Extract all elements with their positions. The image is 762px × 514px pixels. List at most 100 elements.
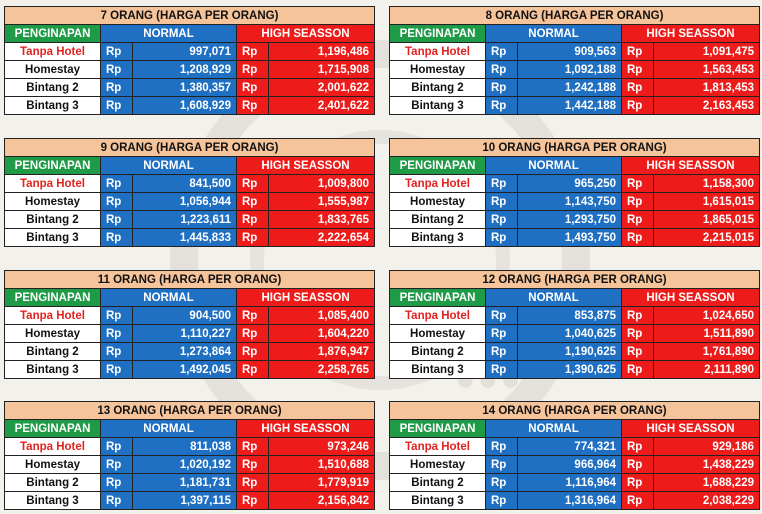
header-normal: NORMAL <box>485 156 622 175</box>
table-row: Tanpa Hotel Rp 965,250 Rp 1,158,300 <box>389 174 760 193</box>
price-table: 13 ORANG (HARGA PER ORANG) PENGINAPAN NORM… <box>4 401 375 510</box>
table-row: Homestay Rp 1,208,929 Rp 1,715,908 <box>4 60 376 79</box>
table-row: Bintang 3 Rp 1,608,929 Rp 2,401,622 <box>4 96 376 115</box>
high-currency: Rp <box>236 342 269 361</box>
table-title: 11 ORANG (HARGA PER ORANG) <box>3 270 376 289</box>
accommodation-name: Tanpa Hotel <box>4 174 101 193</box>
high-price: 1,158,300 <box>653 174 760 193</box>
table-row: Homestay Rp 1,020,192 Rp 1,510,688 <box>4 455 375 474</box>
normal-currency: Rp <box>485 228 518 247</box>
high-currency: Rp <box>621 455 654 474</box>
accommodation-name: Bintang 2 <box>389 78 486 97</box>
price-table: 12 ORANG (HARGA PER ORANG) PENGINAPAN NORM… <box>389 270 760 379</box>
normal-price: 909,563 <box>517 42 622 61</box>
normal-price: 1,493,750 <box>517 228 622 247</box>
normal-currency: Rp <box>485 342 518 361</box>
high-currency: Rp <box>621 360 654 379</box>
accommodation-name: Tanpa Hotel <box>4 437 101 456</box>
table-row: Homestay Rp 1,110,227 Rp 1,604,220 <box>4 324 376 343</box>
normal-price: 966,964 <box>517 455 622 474</box>
accommodation-name: Homestay <box>4 192 101 211</box>
high-price: 2,163,453 <box>652 96 761 115</box>
high-price: 1,085,400 <box>267 306 376 325</box>
table-row: Homestay Rp 1,143,750 Rp 1,615,015 <box>389 192 760 211</box>
high-currency: Rp <box>236 192 269 211</box>
high-price: 1,024,650 <box>653 306 760 325</box>
high-price: 1,865,015 <box>653 210 760 229</box>
normal-currency: Rp <box>485 473 518 492</box>
header-accommodation: PENGINAPAN <box>389 288 486 307</box>
accommodation-name: Homestay <box>389 60 486 79</box>
high-price: 1,511,890 <box>653 324 760 343</box>
high-price: 2,258,765 <box>267 360 376 379</box>
table-row: Bintang 2 Rp 1,190,625 Rp 1,761,890 <box>389 342 760 361</box>
normal-currency: Rp <box>100 437 133 456</box>
high-price: 1,604,220 <box>267 324 376 343</box>
normal-price: 1,273,864 <box>132 342 237 361</box>
header-accommodation: PENGINAPAN <box>4 419 101 438</box>
high-currency: Rp <box>236 210 269 229</box>
high-price: 2,156,842 <box>268 491 375 510</box>
normal-currency: Rp <box>100 42 133 61</box>
normal-currency: Rp <box>100 491 133 510</box>
table-title: 10 ORANG (HARGA PER ORANG) <box>389 138 760 157</box>
accommodation-name: Bintang 2 <box>4 78 101 97</box>
accommodation-name: Bintang 3 <box>389 228 486 247</box>
accommodation-name: Homestay <box>389 324 486 343</box>
header-high-season: HIGH SEASSON <box>621 288 760 307</box>
header-high-season: HIGH SEASSON <box>236 419 375 438</box>
normal-currency: Rp <box>485 210 518 229</box>
high-price: 1,779,919 <box>268 473 375 492</box>
accommodation-name: Bintang 2 <box>389 342 486 361</box>
price-table: 14 ORANG (HARGA PER ORANG) PENGINAPAN NORM… <box>389 401 760 510</box>
price-table: 10 ORANG (HARGA PER ORANG) PENGINAPAN NORM… <box>389 138 760 247</box>
table-row: Homestay Rp 966,964 Rp 1,438,229 <box>389 455 760 474</box>
normal-price: 1,208,929 <box>132 60 237 79</box>
accommodation-name: Bintang 3 <box>389 96 486 115</box>
high-price: 1,555,987 <box>267 192 376 211</box>
normal-price: 1,293,750 <box>517 210 622 229</box>
normal-price: 1,492,045 <box>132 360 237 379</box>
high-price: 973,246 <box>268 437 375 456</box>
normal-currency: Rp <box>485 78 518 97</box>
accommodation-name: Tanpa Hotel <box>4 42 101 61</box>
accommodation-name: Homestay <box>4 60 101 79</box>
high-currency: Rp <box>236 42 269 61</box>
header-normal: NORMAL <box>485 419 622 438</box>
table-row: Tanpa Hotel Rp 841,500 Rp 1,009,800 <box>4 174 376 193</box>
header-normal: NORMAL <box>100 288 237 307</box>
accommodation-name: Tanpa Hotel <box>4 306 101 325</box>
high-price: 1,510,688 <box>268 455 375 474</box>
table-row: Bintang 2 Rp 1,116,964 Rp 1,688,229 <box>389 473 760 492</box>
high-currency: Rp <box>236 60 269 79</box>
high-currency: Rp <box>236 78 269 97</box>
high-price: 1,009,800 <box>267 174 376 193</box>
high-price: 1,091,475 <box>652 42 761 61</box>
accommodation-name: Tanpa Hotel <box>389 42 486 61</box>
accommodation-name: Bintang 2 <box>389 473 486 492</box>
high-currency: Rp <box>621 228 654 247</box>
header-high-season: HIGH SEASSON <box>620 24 761 43</box>
high-currency: Rp <box>236 174 269 193</box>
table-row: Bintang 2 Rp 1,380,357 Rp 2,001,622 <box>4 78 376 97</box>
accommodation-name: Tanpa Hotel <box>389 437 486 456</box>
table-row: Bintang 3 Rp 1,390,625 Rp 2,111,890 <box>389 360 760 379</box>
normal-currency: Rp <box>485 324 518 343</box>
table-title: 12 ORANG (HARGA PER ORANG) <box>389 270 760 289</box>
normal-currency: Rp <box>485 306 518 325</box>
high-currency: Rp <box>236 228 269 247</box>
normal-currency: Rp <box>100 306 133 325</box>
header-accommodation: PENGINAPAN <box>4 288 101 307</box>
normal-price: 1,040,625 <box>517 324 622 343</box>
normal-currency: Rp <box>485 455 518 474</box>
table-row: Homestay Rp 1,040,625 Rp 1,511,890 <box>389 324 760 343</box>
table-row: Bintang 2 Rp 1,242,188 Rp 1,813,453 <box>389 78 761 97</box>
high-currency: Rp <box>621 96 654 115</box>
table-row: Bintang 3 Rp 1,316,964 Rp 2,038,229 <box>389 491 760 510</box>
normal-price: 841,500 <box>132 174 237 193</box>
high-price: 2,111,890 <box>653 360 760 379</box>
table-title: 14 ORANG (HARGA PER ORANG) <box>389 401 760 420</box>
header-accommodation: PENGINAPAN <box>389 24 486 43</box>
high-price: 1,615,015 <box>653 192 760 211</box>
high-price: 1,688,229 <box>653 473 760 492</box>
